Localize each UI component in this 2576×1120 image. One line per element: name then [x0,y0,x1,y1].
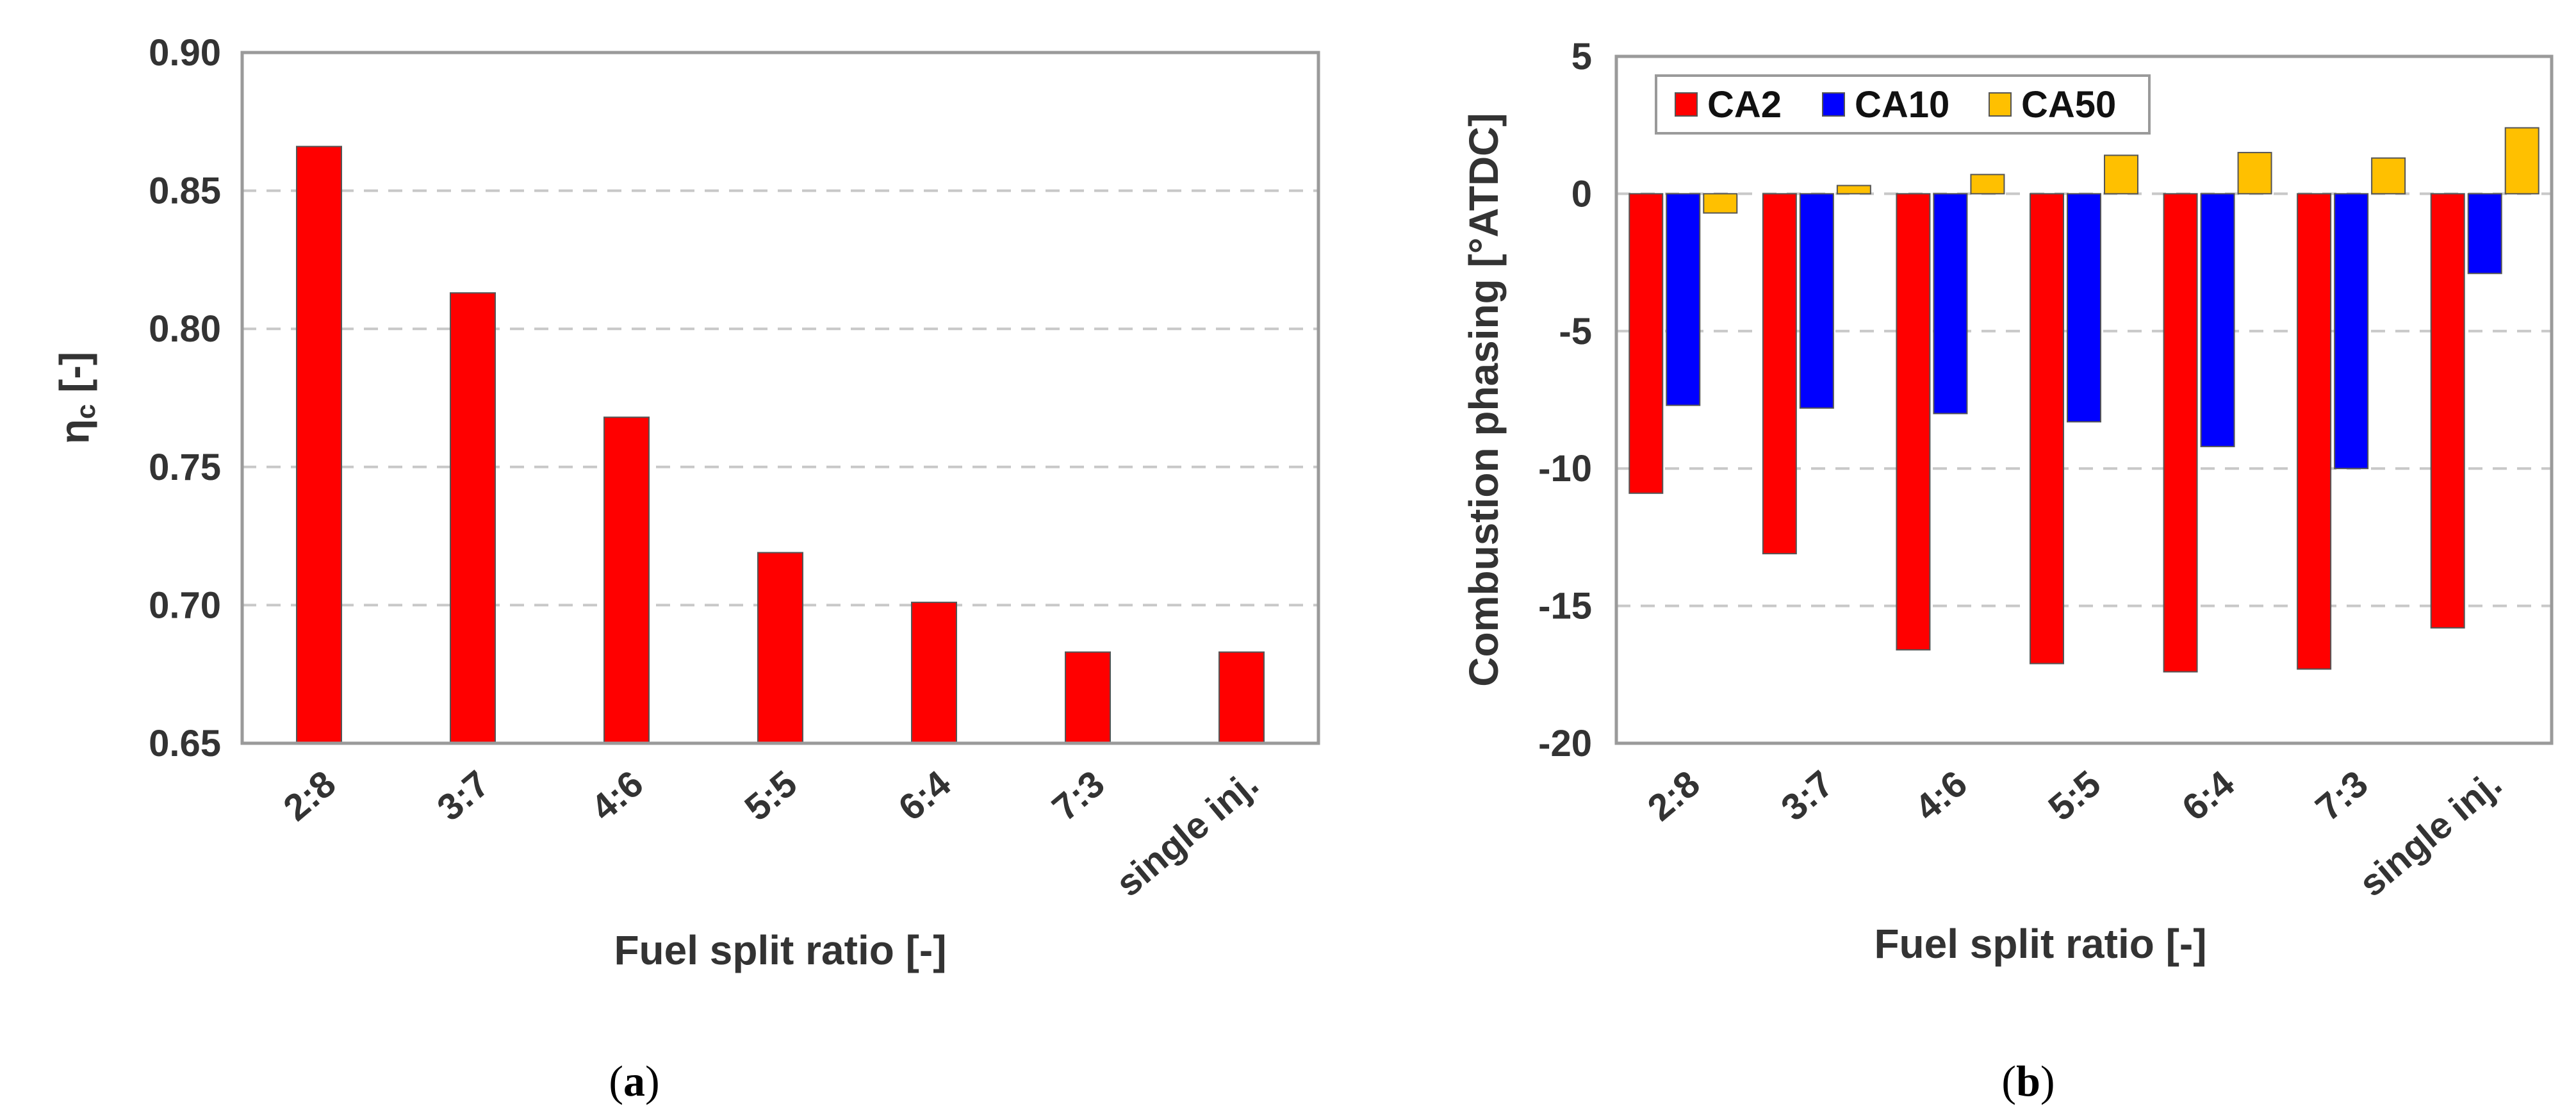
b-y-tick-label: 0 [1571,173,1592,215]
a-bar-ηc-7-3 [1065,651,1111,744]
b-bar-ca2-2-8 [1628,193,1664,494]
a-y-tick-label: 0.65 [149,723,221,764]
b-bar-ca50-7-3 [2371,157,2406,195]
a-y-tick-label: 0.85 [149,170,221,212]
b-x-tick-label: 6:4 [2174,762,2242,829]
a-y-tick-label: 0.90 [149,32,221,74]
a-x-tick-label: 3:7 [429,762,497,829]
a-y-label-sub: c [70,404,101,419]
b-bar-ca2-single-inj- [2430,193,2465,629]
b-legend: CA2 CA10 CA50 [1655,74,2151,135]
b-legend-swatch-ca50 [1989,92,2012,117]
a-y-tick-label: 0.80 [149,308,221,350]
caption-a-letter: a [623,1057,645,1105]
b-y-tick-label: -5 [1559,311,1592,352]
b-bar-ca2-6-4 [2163,193,2198,673]
b-bar-ca2-3-7 [1762,193,1797,555]
b-x-tick-label: 7:3 [2308,762,2376,829]
b-x-tick-label: 3:7 [1773,762,1841,829]
a-x-axis-label: Fuel split ratio [-] [614,927,946,973]
b-bar-ca2-5-5 [2030,193,2064,664]
panel-a-chart: 0.65 0.70 0.75 0.80 0.85 0.90 2:8 3:7 4:6 5:5 6:4… [51,32,1320,973]
a-y-axis-label: ηc [-] [51,352,101,444]
b-y-axis-label: Combustion phasing [°ATDC] [1461,113,1507,686]
b-y-tick-label: -10 [1538,448,1592,490]
a-bar-ηc-single-inj- [1218,651,1265,744]
a-bars [296,145,1265,745]
b-legend-label-ca2: CA2 [1707,84,1782,126]
a-gridlines [242,189,1318,607]
b-legend-box [1655,74,2151,135]
b-x-tick-label: 2:8 [1640,762,1708,829]
a-x-tick-label: 4:6 [583,762,651,829]
a-x-tick-label: single inj. [1108,762,1267,905]
b-x-axis-label: Fuel split ratio [-] [1874,921,2206,967]
a-y-tick-label: 0.70 [149,584,221,626]
b-x-tick-label: 4:6 [1907,762,1975,829]
a-x-tick-label: 6:4 [890,762,958,829]
a-bar-ηc-6-4 [911,602,957,745]
b-bar-ca50-3-7 [1836,185,1871,195]
a-bar-ηc-5-5 [757,552,803,744]
b-plot-frame [1614,54,2554,745]
b-bar-ca50-2-8 [1703,193,1738,214]
b-legend-label-ca50: CA50 [2021,84,2116,126]
a-y-tick-label: 0.75 [149,447,221,488]
b-y-tick-labels: -20 -15 -10 -5 0 5 [1538,36,1592,764]
b-y-tick-label: -20 [1538,723,1592,764]
b-bar-ca50-6-4 [2237,152,2272,195]
b-bar-ca2-7-3 [2297,193,2332,670]
b-bar-ca10-single-inj- [2467,193,2502,274]
b-bar-ca10-3-7 [1799,193,1834,409]
b-legend-label-ca10: CA10 [1855,84,1949,126]
a-y-label-unit: [-] [51,352,97,404]
b-bar-ca10-5-5 [2067,193,2101,423]
b-bar-ca50-5-5 [2104,154,2138,195]
b-bar-ca50-single-inj- [2504,127,2539,195]
b-y-tick-label: 5 [1571,36,1592,78]
b-bar-ca2-4-6 [1896,193,1931,651]
a-y-tick-labels: 0.65 0.70 0.75 0.80 0.85 0.90 [149,32,221,764]
a-x-tick-label: 5:5 [737,762,805,829]
caption-b: (b) [2001,1057,2055,1105]
a-y-label-eta: η [51,419,97,444]
b-x-tick-label: 5:5 [2040,762,2108,829]
b-legend-swatch-ca10 [1822,92,1845,117]
b-bar-ca10-2-8 [1666,193,1701,406]
a-bar-ηc-4-6 [603,416,650,745]
b-bars [1628,127,2539,673]
a-x-tick-label: 7:3 [1044,762,1112,829]
b-legend-swatch-ca2 [1675,92,1698,117]
a-bar-ηc-2-8 [296,145,342,745]
a-x-tick-label: 2:8 [275,762,343,829]
a-plot-frame [240,51,1320,745]
a-bar-ηc-3-7 [450,292,496,745]
b-bar-ca50-4-6 [1970,174,2005,195]
b-bar-ca10-4-6 [1933,193,1968,415]
b-x-tick-label: single inj. [2351,762,2509,905]
caption-b-letter: b [2016,1057,2040,1105]
b-y-tick-label: -15 [1538,586,1592,627]
b-bar-ca10-7-3 [2334,193,2369,470]
caption-a: (a) [609,1057,659,1105]
b-bar-ca10-6-4 [2200,193,2235,447]
